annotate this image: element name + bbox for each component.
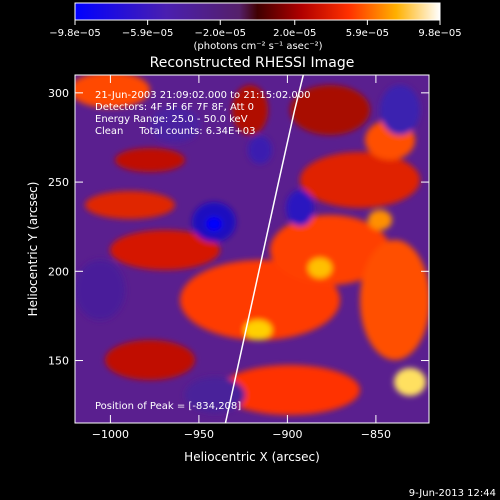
y-tick-label: 200 bbox=[48, 265, 69, 278]
colorbar bbox=[74, 2, 441, 21]
plot-frame bbox=[74, 74, 430, 424]
x-axis-label: Heliocentric X (arcsec) bbox=[184, 450, 320, 464]
x-tick-label: −1000 bbox=[92, 428, 129, 441]
colorbar-tick-label: 2.0e−05 bbox=[273, 28, 316, 39]
x-tick-label: −850 bbox=[361, 428, 391, 441]
peak-position-label: Position of Peak = [-834,208] bbox=[95, 401, 241, 412]
annotation-time: 21-Jun-2003 21:09:02.000 to 21:15:02.000 bbox=[95, 90, 311, 101]
heatmap-area bbox=[75, 75, 429, 423]
colorbar-tick-label: −9.8e−05 bbox=[49, 28, 101, 39]
colorbar-ticks: −9.8e−05 −5.9e−05 −2.0e−05 2.0e−05 5.9e−05 9.… bbox=[49, 20, 462, 39]
chart-title: Reconstructed RHESSI Image bbox=[150, 55, 355, 71]
x-tick-label: −950 bbox=[184, 428, 214, 441]
y-tick-label: 300 bbox=[48, 87, 69, 100]
colorbar-units: (photons cm⁻² s⁻¹ asec⁻²) bbox=[193, 41, 322, 52]
colorbar-tick-label: 5.9e−05 bbox=[346, 28, 389, 39]
colorbar-tick-label: −5.9e−05 bbox=[122, 28, 174, 39]
solar-limb-curve bbox=[224, 75, 305, 423]
footer-timestamp: 9-Jun-2013 12:44 bbox=[409, 488, 496, 499]
y-tick-label: 250 bbox=[48, 176, 69, 189]
annotation-energy: Energy Range: 25.0 - 50.0 keV bbox=[95, 114, 248, 125]
x-tick-label: −900 bbox=[272, 428, 302, 441]
annotation-detectors: Detectors: 4F 5F 6F 7F 8F, Att 0 bbox=[95, 102, 254, 113]
colorbar-tick-label: 9.8e−05 bbox=[418, 28, 461, 39]
y-axis-label: Heliocentric Y (arcsec) bbox=[26, 182, 40, 317]
y-tick-label: 150 bbox=[48, 355, 69, 368]
axis-ticks: −1000 −950 −900 −850 150 200 250 300 bbox=[48, 75, 429, 441]
annotation-counts: Clean Total counts: 6.34E+03 bbox=[95, 126, 255, 137]
colorbar-tick-label: −2.0e−05 bbox=[194, 28, 246, 39]
